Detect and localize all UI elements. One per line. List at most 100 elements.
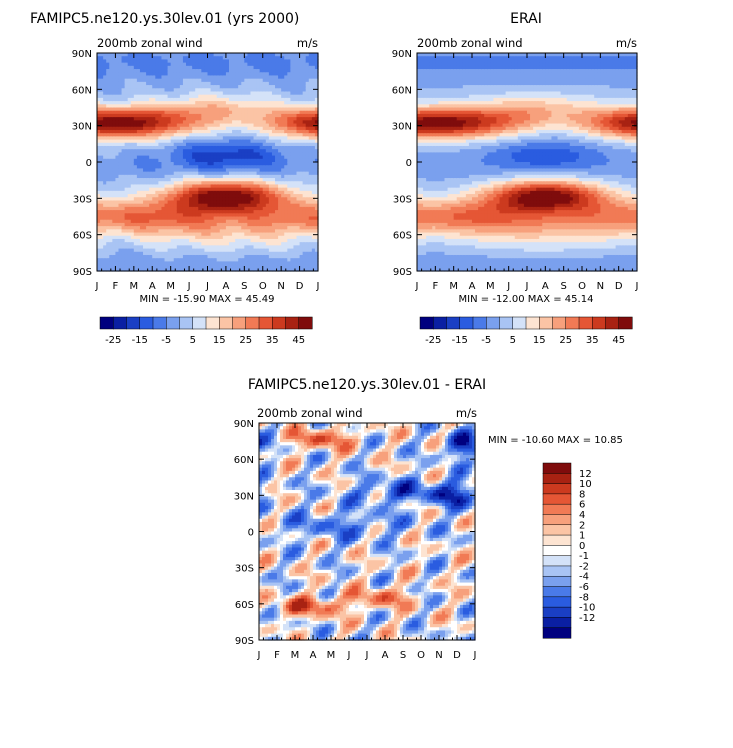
colorbar-box: [486, 316, 501, 330]
x-tick-label: O: [417, 650, 425, 661]
colorbar-label: 45: [292, 335, 305, 346]
x-tick-label: F: [274, 650, 280, 661]
x-tick-label: J: [525, 281, 529, 292]
colorbar-label: -2: [579, 561, 589, 572]
colorbar-box: [179, 316, 194, 330]
panel2-colorbar: -25 -15 -5 5 15 25 35 45: [419, 316, 633, 346]
colorbar-label: 4: [579, 510, 585, 521]
colorbar-box: [592, 316, 607, 330]
x-tick-label: D: [615, 281, 623, 292]
colorbar-label: -1: [579, 551, 589, 562]
colorbar-label: -4: [579, 572, 589, 583]
colorbar-label: 45: [612, 335, 625, 346]
colorbar-box: [542, 473, 572, 485]
y-tick-label: 90S: [73, 267, 92, 278]
x-tick-label: A: [310, 650, 317, 661]
colorbar-label: 15: [213, 335, 226, 346]
colorbar-box: [152, 316, 167, 330]
colorbar-box: [512, 316, 527, 330]
x-tick-label: M: [449, 281, 458, 292]
x-tick-label: J: [187, 281, 191, 292]
colorbar-box: [605, 316, 620, 330]
panel2-title: ERAI: [510, 11, 542, 27]
colorbar-label: 2: [579, 520, 585, 531]
y-tick-label: 90N: [234, 419, 254, 430]
colorbar-label: -8: [579, 592, 589, 603]
x-tick-label: J: [415, 281, 419, 292]
colorbar-label: 5: [510, 335, 516, 346]
y-tick-label: 0: [406, 158, 412, 169]
colorbar-label: -5: [161, 335, 171, 346]
x-tick-label: D: [453, 650, 461, 661]
colorbar-label: 12: [579, 469, 592, 480]
colorbar-box: [539, 316, 554, 330]
x-tick-label: M: [486, 281, 495, 292]
colorbar-box: [258, 316, 273, 330]
colorbar-box: [298, 316, 313, 330]
x-tick-label: J: [347, 650, 351, 661]
panel3-subtitle-right: m/s: [456, 406, 477, 420]
x-tick-label: M: [166, 281, 175, 292]
colorbar-box: [113, 316, 128, 330]
colorbar-label: 1: [579, 531, 585, 542]
x-tick-label: S: [241, 281, 247, 292]
x-tick-label: A: [542, 281, 549, 292]
colorbar-label: -6: [579, 582, 589, 593]
x-tick-label: O: [578, 281, 586, 292]
colorbar-box: [542, 617, 572, 629]
colorbar-box: [542, 606, 572, 618]
y-tick-label: 30N: [234, 491, 254, 502]
colorbar-box: [459, 316, 474, 330]
panel3-subtitle-left: 200mb zonal wind: [257, 406, 363, 420]
colorbar-box: [542, 555, 572, 567]
y-tick-label: 30S: [73, 194, 92, 205]
x-tick-label: D: [296, 281, 304, 292]
y-tick-label: 60S: [393, 231, 412, 242]
x-tick-label: N: [597, 281, 604, 292]
x-tick-label: M: [291, 650, 300, 661]
colorbar-box: [126, 316, 141, 330]
x-tick-label: N: [277, 281, 284, 292]
colorbar-label: -12: [579, 613, 595, 624]
colorbar-label: 0: [579, 541, 585, 552]
x-tick-label: A: [222, 281, 229, 292]
y-tick-label: 30S: [393, 194, 412, 205]
colorbar-box: [446, 316, 461, 330]
shading-cells: [97, 53, 319, 272]
panel1-title: FAMIPC5.ne120.ys.30lev.01 (yrs 2000): [30, 11, 299, 27]
colorbar-label: 35: [266, 335, 279, 346]
colorbar-box: [166, 316, 181, 330]
panel2-subtitle-right: m/s: [616, 36, 637, 50]
panel3-title: FAMIPC5.ne120.ys.30lev.01 - ERAI: [248, 377, 486, 393]
x-tick-label: A: [149, 281, 156, 292]
x-tick-label: J: [365, 650, 369, 661]
colorbar-box: [542, 534, 572, 546]
x-tick-label: J: [506, 281, 510, 292]
x-tick-label: J: [257, 650, 261, 661]
x-tick-label: S: [560, 281, 566, 292]
x-tick-label: J: [95, 281, 99, 292]
colorbar-box: [285, 316, 300, 330]
y-tick-label: 90S: [235, 636, 254, 647]
x-tick-label: J: [635, 281, 639, 292]
y-tick-label: 90N: [392, 49, 412, 60]
colorbar-box: [578, 316, 593, 330]
colorbar-box: [542, 545, 572, 557]
y-tick-label: 30N: [392, 122, 412, 133]
x-tick-label: N: [435, 650, 442, 661]
panel3-stats: MIN = -10.60 MAX = 10.85: [488, 435, 623, 446]
colorbar-box: [525, 316, 540, 330]
colorbar-box: [542, 575, 572, 588]
colorbar-label: 15: [533, 335, 546, 346]
x-tick-label: F: [113, 281, 119, 292]
x-tick-label: J: [473, 650, 477, 661]
colorbar-box: [219, 316, 234, 330]
colorbar-box: [472, 316, 487, 330]
x-tick-label: J: [205, 281, 209, 292]
x-tick-label: M: [130, 281, 139, 292]
colorbar-box: [272, 316, 287, 330]
